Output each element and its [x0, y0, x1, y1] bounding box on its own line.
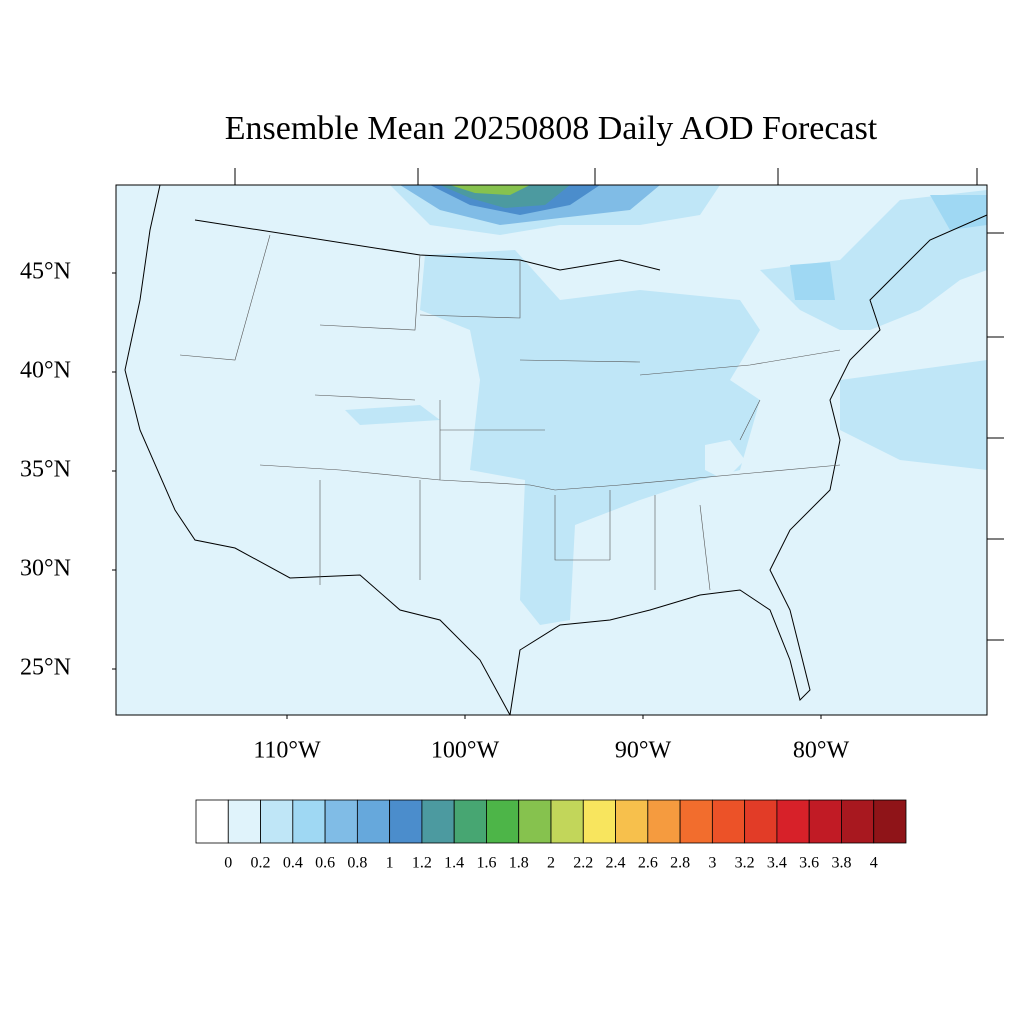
- colorbar-box: [453, 799, 487, 844]
- colorbar-box: [582, 799, 616, 844]
- colorbar-box: [356, 799, 391, 844]
- colorbar-box: [518, 799, 552, 844]
- colorbar-label: 0.2: [251, 855, 271, 872]
- colorbar-label: 1.8: [509, 855, 529, 872]
- colorbar-box: [647, 799, 681, 844]
- colorbar-label: 3.6: [799, 855, 819, 872]
- colorbar-box: [776, 799, 810, 844]
- coastline: [124, 184, 988, 716]
- colorbar-box: [744, 799, 778, 844]
- colorbar-box: [808, 799, 842, 844]
- colorbar-box: [711, 799, 746, 844]
- aod-region: [420, 250, 760, 625]
- aod-region: [705, 440, 745, 480]
- colorbar-label: 1: [386, 855, 394, 872]
- lat-label: 40°N: [20, 358, 71, 384]
- map-frame: [115, 184, 988, 716]
- colorbar-label: 3.2: [735, 855, 755, 872]
- aod-region: [840, 360, 987, 470]
- colorbar-label: 0.8: [347, 855, 367, 872]
- lat-label: 30°N: [20, 556, 71, 582]
- lat-label: 25°N: [20, 655, 71, 681]
- lon-label: 110°W: [253, 738, 321, 764]
- map-title: Ensemble Mean 20250808 Daily AOD Forecas…: [225, 110, 878, 147]
- aod-region: [345, 405, 440, 425]
- colorbar-label: 2.6: [638, 855, 658, 872]
- colorbar-label: 0.6: [315, 855, 335, 872]
- colorbar-label: 1.6: [476, 855, 496, 872]
- colorbar-label: 0: [224, 855, 232, 872]
- colorbar-label: 1.2: [412, 855, 432, 872]
- colorbar-box: [615, 799, 649, 844]
- colorbar-label: 2: [547, 855, 555, 872]
- colorbar-box: [389, 799, 423, 844]
- colorbar-box: [324, 799, 358, 844]
- colorbar-label: 2.2: [573, 855, 593, 872]
- lon-label: 100°W: [431, 738, 500, 764]
- colorbar-label: 2.8: [670, 855, 690, 872]
- lon-label: 80°W: [793, 738, 850, 764]
- colorbar-box: [550, 799, 584, 844]
- colorbar-box: [679, 799, 713, 844]
- map-area: [115, 168, 1004, 716]
- colorbar-box: [486, 799, 520, 844]
- lon-label: 90°W: [615, 738, 672, 764]
- colorbar-label: 4: [870, 855, 878, 872]
- colorbar-label: 3: [708, 855, 716, 872]
- colorbar-box: [227, 799, 261, 844]
- lat-label: 45°N: [20, 259, 71, 285]
- aod-region: [450, 185, 530, 195]
- lat-label: 35°N: [20, 457, 71, 483]
- colorbar-label: 1.4: [444, 855, 464, 872]
- colorbar-label: 3.4: [767, 855, 787, 872]
- colorbar-label: 2.4: [606, 855, 626, 872]
- colorbar-label: 3.8: [831, 855, 851, 872]
- colorbar-box: [260, 799, 294, 844]
- frame-ticks: [234, 168, 1004, 641]
- colorbar-box: [292, 799, 326, 844]
- aod-region: [790, 262, 835, 300]
- colorbar-box: [841, 799, 875, 844]
- state-borders: [179, 234, 841, 591]
- colorbar-box: [421, 799, 455, 844]
- colorbar-box: [195, 799, 229, 844]
- colorbar-label: 0.4: [283, 855, 303, 872]
- colorbar-box: [873, 799, 907, 844]
